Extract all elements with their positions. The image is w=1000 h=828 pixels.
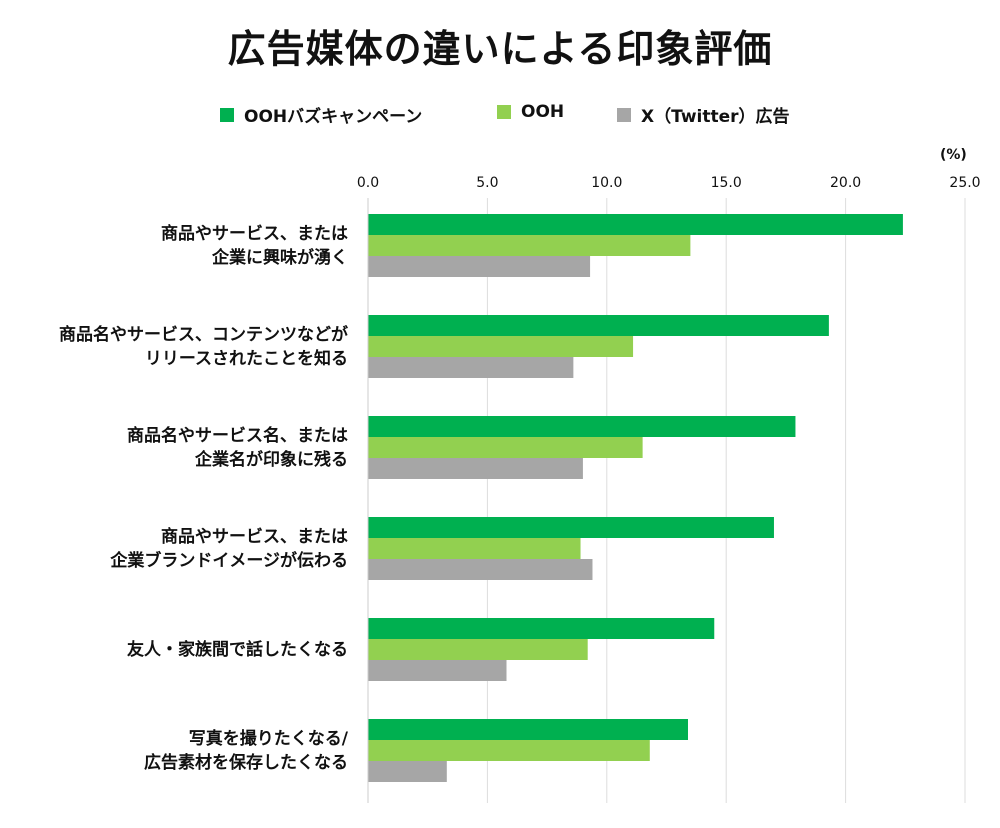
- bar-series1-cat5: [368, 740, 650, 761]
- legend: OOHバズキャンペーン OOH X（Twitter）広告: [0, 102, 1000, 132]
- bar-series2-cat5: [368, 761, 447, 782]
- category-label-line: リリースされたことを知る: [144, 348, 348, 369]
- category-label: 写真を撮りたくなる/広告素材を保存したくなる: [144, 727, 348, 775]
- legend-label-oohbuzz: OOHバズキャンペーン: [244, 107, 423, 127]
- bar-series0-cat3: [368, 517, 774, 538]
- category-label: 商品やサービス、または企業ブランドイメージが伝わる: [110, 525, 348, 573]
- category-label-line: 商品やサービス、または: [161, 526, 348, 547]
- bar-series2-cat4: [368, 660, 507, 681]
- category-label-line: 友人・家族間で話したくなる: [127, 639, 348, 660]
- category-label-line: 企業に興味が湧く: [212, 247, 348, 268]
- bar-series0-cat2: [368, 416, 796, 437]
- category-label-line: 商品名やサービス名、または: [127, 425, 348, 446]
- bar-series0-cat4: [368, 618, 715, 639]
- chart-title: 広告媒体の違いによる印象評価: [227, 27, 773, 71]
- category-label-line: 商品やサービス、または: [161, 223, 348, 244]
- legend-item-ooh: OOH: [497, 102, 564, 122]
- legend-item-oohbuzz: OOHバズキャンペーン: [220, 102, 422, 127]
- bar-series1-cat0: [368, 235, 691, 256]
- legend-swatch-oohbuzz: [220, 107, 234, 122]
- bar-series2-cat3: [368, 559, 593, 580]
- bar-series2-cat2: [368, 458, 583, 479]
- bar-series1-cat2: [368, 437, 643, 458]
- bar-series2-cat0: [368, 256, 591, 277]
- bar-series2-cat1: [368, 357, 574, 378]
- category-label: 商品名やサービス名、または企業名が印象に残る: [127, 424, 348, 472]
- x-tick-label: 5.0: [476, 175, 498, 191]
- x-tick-label: 10.0: [591, 175, 622, 191]
- legend-swatch-ooh: [497, 105, 511, 119]
- category-label-line: 商品名やサービス、コンテンツなどが: [59, 324, 348, 345]
- bar-series1-cat3: [368, 538, 581, 559]
- bar-series1-cat1: [368, 336, 634, 357]
- category-label: 商品やサービス、または企業に興味が湧く: [161, 222, 348, 270]
- legend-item-x-ads: X（Twitter）広告: [617, 102, 790, 127]
- category-label-line: 広告素材を保存したくなる: [144, 752, 348, 773]
- bar-series0-cat1: [368, 315, 829, 336]
- x-tick-label: 25.0: [949, 175, 980, 191]
- category-label: 友人・家族間で話したくなる: [127, 638, 348, 662]
- bar-series0-cat0: [368, 214, 903, 235]
- bar-series1-cat4: [368, 639, 588, 660]
- x-tick-label: 0.0: [357, 175, 379, 191]
- legend-swatch-x-ads: [617, 107, 631, 122]
- x-tick-label: 20.0: [830, 175, 861, 191]
- category-label-line: 企業名が印象に残る: [195, 449, 348, 470]
- category-label-line: 写真を撮りたくなる/: [188, 728, 348, 749]
- x-tick-label: 15.0: [711, 175, 742, 191]
- legend-label-ooh: OOH: [521, 102, 565, 122]
- bar-series0-cat5: [368, 719, 688, 740]
- unit-label: (%): [940, 147, 967, 163]
- category-label: 商品名やサービス、コンテンツなどがリリースされたことを知る: [59, 323, 348, 371]
- category-label-line: 企業ブランドイメージが伝わる: [110, 550, 348, 571]
- legend-label-x-ads: X（Twitter）広告: [641, 107, 790, 127]
